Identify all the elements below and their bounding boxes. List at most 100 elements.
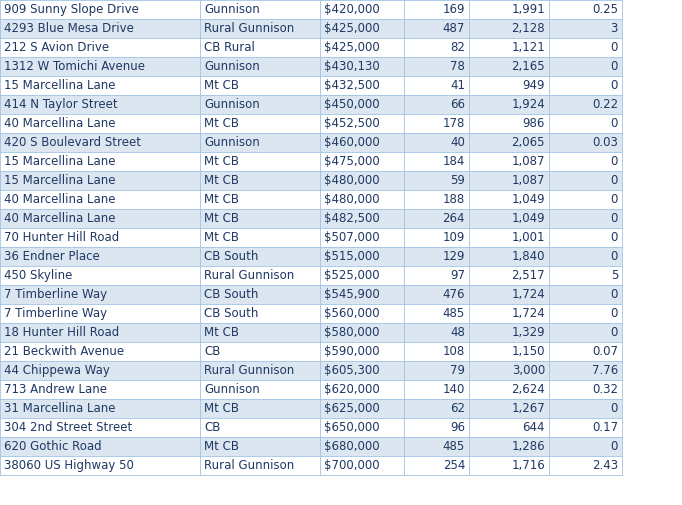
- Text: 15 Marcellina Lane: 15 Marcellina Lane: [4, 174, 115, 187]
- Text: 140: 140: [443, 383, 465, 396]
- Bar: [0, 38, 622, 57]
- Text: $525,000: $525,000: [324, 269, 380, 282]
- Text: $545,900: $545,900: [324, 288, 380, 301]
- Bar: [0, 57, 622, 76]
- Text: 78: 78: [450, 60, 465, 73]
- Text: 40 Marcellina Lane: 40 Marcellina Lane: [4, 117, 115, 130]
- Text: 713 Andrew Lane: 713 Andrew Lane: [4, 383, 107, 396]
- Text: 40 Marcellina Lane: 40 Marcellina Lane: [4, 193, 115, 206]
- Text: Mt CB: Mt CB: [204, 155, 239, 168]
- Text: 18 Hunter Hill Road: 18 Hunter Hill Road: [4, 326, 119, 339]
- Text: Rural Gunnison: Rural Gunnison: [204, 364, 294, 377]
- Text: 0: 0: [610, 231, 618, 244]
- Bar: [0, 380, 622, 399]
- Bar: [0, 190, 622, 209]
- Text: 1,267: 1,267: [512, 402, 545, 415]
- Text: 0: 0: [610, 174, 618, 187]
- Text: $580,000: $580,000: [324, 326, 379, 339]
- Text: Rural Gunnison: Rural Gunnison: [204, 22, 294, 35]
- Text: 5: 5: [610, 269, 618, 282]
- Text: 1,286: 1,286: [512, 440, 545, 453]
- Text: 59: 59: [450, 174, 465, 187]
- Text: 21 Beckwith Avenue: 21 Beckwith Avenue: [4, 345, 124, 358]
- Text: 38060 US Highway 50: 38060 US Highway 50: [4, 459, 134, 472]
- Text: 70 Hunter Hill Road: 70 Hunter Hill Road: [4, 231, 119, 244]
- Text: 2,065: 2,065: [512, 136, 545, 149]
- Text: 0.25: 0.25: [592, 3, 618, 16]
- Text: 1,991: 1,991: [512, 3, 545, 16]
- Text: Gunnison: Gunnison: [204, 3, 260, 16]
- Text: 909 Sunny Slope Drive: 909 Sunny Slope Drive: [4, 3, 139, 16]
- Text: 1,329: 1,329: [512, 326, 545, 339]
- Text: CB South: CB South: [204, 250, 258, 263]
- Bar: [0, 209, 622, 228]
- Bar: [0, 133, 622, 152]
- Text: 40: 40: [450, 136, 465, 149]
- Bar: [0, 437, 622, 456]
- Text: 0: 0: [610, 250, 618, 263]
- Text: 15 Marcellina Lane: 15 Marcellina Lane: [4, 155, 115, 168]
- Text: 36 Endner Place: 36 Endner Place: [4, 250, 100, 263]
- Text: Mt CB: Mt CB: [204, 193, 239, 206]
- Text: Gunnison: Gunnison: [204, 383, 260, 396]
- Bar: [0, 95, 622, 114]
- Text: 108: 108: [443, 345, 465, 358]
- Text: $590,000: $590,000: [324, 345, 380, 358]
- Text: 41: 41: [450, 79, 465, 92]
- Text: CB Rural: CB Rural: [204, 41, 255, 54]
- Text: 986: 986: [522, 117, 545, 130]
- Text: CB South: CB South: [204, 307, 258, 320]
- Text: 0: 0: [610, 117, 618, 130]
- Bar: [0, 152, 622, 171]
- Text: Mt CB: Mt CB: [204, 231, 239, 244]
- Text: 2,128: 2,128: [512, 22, 545, 35]
- Text: $605,300: $605,300: [324, 364, 380, 377]
- Text: 1,716: 1,716: [512, 459, 545, 472]
- Text: Gunnison: Gunnison: [204, 136, 260, 149]
- Text: 1,049: 1,049: [512, 193, 545, 206]
- Text: 169: 169: [443, 3, 465, 16]
- Text: 44 Chippewa Way: 44 Chippewa Way: [4, 364, 110, 377]
- Text: Mt CB: Mt CB: [204, 79, 239, 92]
- Text: 97: 97: [450, 269, 465, 282]
- Text: 2,165: 2,165: [512, 60, 545, 73]
- Text: Mt CB: Mt CB: [204, 440, 239, 453]
- Text: CB: CB: [204, 421, 220, 434]
- Text: 0.03: 0.03: [592, 136, 618, 149]
- Bar: [0, 19, 622, 38]
- Text: 2,517: 2,517: [512, 269, 545, 282]
- Text: 15 Marcellina Lane: 15 Marcellina Lane: [4, 79, 115, 92]
- Text: 0: 0: [610, 41, 618, 54]
- Bar: [0, 247, 622, 266]
- Text: 0: 0: [610, 326, 618, 339]
- Text: 0: 0: [610, 307, 618, 320]
- Text: 414 N Taylor Street: 414 N Taylor Street: [4, 98, 117, 111]
- Text: 1312 W Tomichi Avenue: 1312 W Tomichi Avenue: [4, 60, 145, 73]
- Text: 2,624: 2,624: [512, 383, 545, 396]
- Text: 620 Gothic Road: 620 Gothic Road: [4, 440, 102, 453]
- Text: 1,087: 1,087: [512, 174, 545, 187]
- Bar: [0, 228, 622, 247]
- Text: 0: 0: [610, 155, 618, 168]
- Text: 1,840: 1,840: [512, 250, 545, 263]
- Text: 1,150: 1,150: [512, 345, 545, 358]
- Bar: [0, 0, 622, 19]
- Text: 1,724: 1,724: [512, 307, 545, 320]
- Text: 109: 109: [443, 231, 465, 244]
- Text: $480,000: $480,000: [324, 174, 380, 187]
- Text: CB South: CB South: [204, 288, 258, 301]
- Text: 184: 184: [443, 155, 465, 168]
- Text: Gunnison: Gunnison: [204, 60, 260, 73]
- Text: Rural Gunnison: Rural Gunnison: [204, 269, 294, 282]
- Text: Mt CB: Mt CB: [204, 212, 239, 225]
- Text: $560,000: $560,000: [324, 307, 380, 320]
- Text: Gunnison: Gunnison: [204, 98, 260, 111]
- Text: 0.17: 0.17: [592, 421, 618, 434]
- Text: 476: 476: [443, 288, 465, 301]
- Text: Mt CB: Mt CB: [204, 326, 239, 339]
- Text: 0: 0: [610, 60, 618, 73]
- Text: 0: 0: [610, 212, 618, 225]
- Text: 450 Skyline: 450 Skyline: [4, 269, 72, 282]
- Text: 7 Timberline Way: 7 Timberline Way: [4, 288, 107, 301]
- Text: Mt CB: Mt CB: [204, 117, 239, 130]
